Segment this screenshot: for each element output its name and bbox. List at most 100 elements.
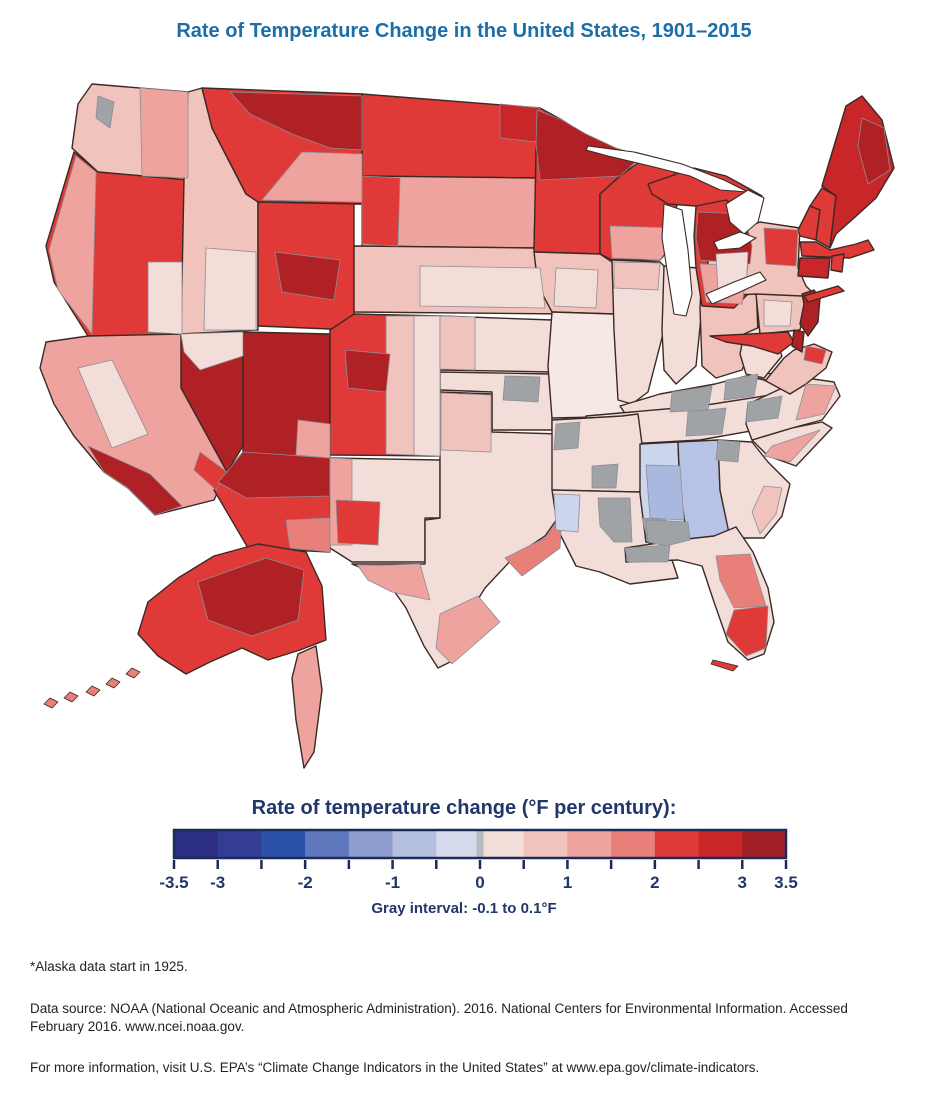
region-texas-coast-division — [504, 513, 563, 577]
region-south-dakota-west-division — [361, 175, 401, 247]
region-aleutian-island-1 — [125, 667, 141, 679]
region-washington-puget-gray-division — [95, 95, 115, 129]
legend-color-step — [742, 830, 787, 858]
region-nevada-nw-division — [180, 331, 244, 371]
legend-tick-label: 0 — [475, 873, 484, 892]
legend-tick-label: 2 — [650, 873, 659, 892]
region-delaware — [791, 329, 805, 353]
region-south-carolina-coast-division — [763, 429, 821, 463]
legend-color-step — [305, 830, 350, 858]
legend-tick-label: 3.5 — [774, 873, 798, 892]
region-kansas-west-division — [439, 315, 476, 371]
region-lake-huron — [725, 189, 765, 235]
region-lake-michigan — [661, 203, 693, 317]
region-lake-ontario — [713, 231, 757, 251]
region-louisiana-gray-division — [597, 497, 633, 543]
legend-color-scale: -3.5 -3 -2 -1 0 1 2 3 3.5 — [159, 828, 798, 892]
region-texas-panhandle-division — [440, 392, 492, 453]
page-title: Rate of Temperature Change in the United… — [176, 20, 752, 42]
legend-color-step — [392, 830, 437, 858]
region-arizona-se-division — [285, 517, 331, 553]
legend-color-step — [174, 830, 219, 858]
region-lake-superior — [585, 145, 749, 193]
legend-tick-label: 1 — [563, 873, 572, 892]
legend-title: Rate of temperature change (°F per centu… — [251, 797, 677, 819]
region-aleutian-island-5 — [43, 697, 59, 709]
footnote-data-source: Data source: NOAA (National Oceanic and … — [30, 1000, 848, 1034]
region-alabama-central-blue-division — [645, 464, 685, 521]
legend-gray-interval-swatch — [476, 830, 484, 858]
region-pennsylvania-central-division — [763, 299, 793, 327]
region-minnesota-north-division — [535, 109, 643, 181]
region-california-south-coast-division — [87, 445, 183, 516]
legend-tick-label: -3 — [210, 873, 225, 892]
legend-color-step — [217, 830, 262, 858]
region-north-dakota-ne-division — [499, 103, 541, 143]
region-idaho-central-division — [203, 247, 257, 331]
region-illinois — [611, 259, 667, 405]
legend: Rate of temperature change (°F per centu… — [0, 797, 928, 917]
region-oregon-coast-division — [48, 155, 97, 335]
legend-tick-label: 3 — [738, 873, 747, 892]
region-colorado-far-east-division — [413, 315, 441, 457]
region-georgia-coast-division — [751, 485, 783, 535]
legend-tick-label: -3.5 — [159, 873, 188, 892]
region-virginia-north-red-division — [803, 345, 827, 365]
legend-color-step — [611, 830, 656, 858]
region-florida-south-division — [725, 605, 769, 657]
region-new-jersey — [799, 289, 821, 337]
region-north-carolina-east-division — [795, 383, 837, 421]
region-tennessee-gray-east-division — [745, 395, 783, 423]
legend-color-step — [523, 830, 568, 858]
legend-color-step — [436, 830, 481, 858]
legend-tick-label: -1 — [385, 873, 400, 892]
region-tennessee-gray-central-division — [685, 407, 727, 437]
region-alaska-panhandle — [291, 645, 323, 769]
footnote-alaska: *Alaska data start in 1925. — [30, 959, 188, 974]
legend-gray-interval-note: Gray interval: -0.1 to 0.1°F — [371, 900, 557, 917]
region-long-island — [803, 285, 845, 303]
region-colorado-central-division — [344, 349, 391, 393]
region-kentucky-gray-west-division — [669, 385, 713, 413]
region-arkansas-gray-nw-division — [553, 421, 581, 451]
legend-color-step — [480, 830, 525, 858]
region-utah-se-division — [295, 419, 331, 459]
region-texas-west-division — [357, 563, 431, 601]
region-aleutian-island-3 — [85, 685, 101, 697]
region-oregon-se-division — [147, 261, 183, 335]
legend-color-step — [567, 830, 612, 858]
region-texas-south-division — [435, 595, 501, 665]
region-aleutian-island-2 — [105, 677, 121, 689]
region-lake-erie — [705, 271, 767, 305]
region-florida-central-division — [715, 553, 767, 609]
region-montana-north-division — [229, 91, 363, 151]
region-washington-east-division — [139, 87, 189, 179]
legend-color-step — [348, 830, 394, 858]
legend-color-step — [698, 830, 743, 858]
region-aleutian-island-4 — [63, 691, 79, 703]
region-arkansas-gray-south-division — [591, 463, 619, 489]
region-alaska-interior-division — [197, 557, 305, 637]
region-massachusetts — [799, 239, 875, 259]
region-new-york-east-division — [763, 227, 799, 267]
footnote-more-info: For more information, visit U.S. EPA’s “… — [30, 1060, 760, 1076]
us-climate-divisions-map — [39, 83, 895, 769]
region-illinois-north-division — [613, 261, 661, 291]
region-california-se-division — [193, 451, 228, 491]
footnotes: *Alaska data start in 1925. Data source:… — [30, 958, 898, 1098]
legend-color-step — [261, 830, 306, 858]
region-connecticut — [797, 257, 831, 279]
region-maryland — [709, 331, 795, 355]
region-wyoming-central-division — [274, 251, 341, 301]
region-iowa-central-division — [553, 267, 599, 309]
region-florida-keys — [710, 659, 739, 672]
region-louisiana-blue-west-division — [553, 493, 581, 533]
region-nebraska-central-division — [419, 265, 546, 309]
region-new-mexico-sw-division — [335, 499, 381, 546]
region-kentucky-gray-east-division — [723, 373, 759, 401]
region-maine-east-division — [857, 117, 891, 185]
region-georgia-gray-nw-division — [715, 439, 741, 463]
legend-bar-frame — [172, 828, 788, 860]
region-alabama-gray-south-division — [645, 519, 691, 547]
